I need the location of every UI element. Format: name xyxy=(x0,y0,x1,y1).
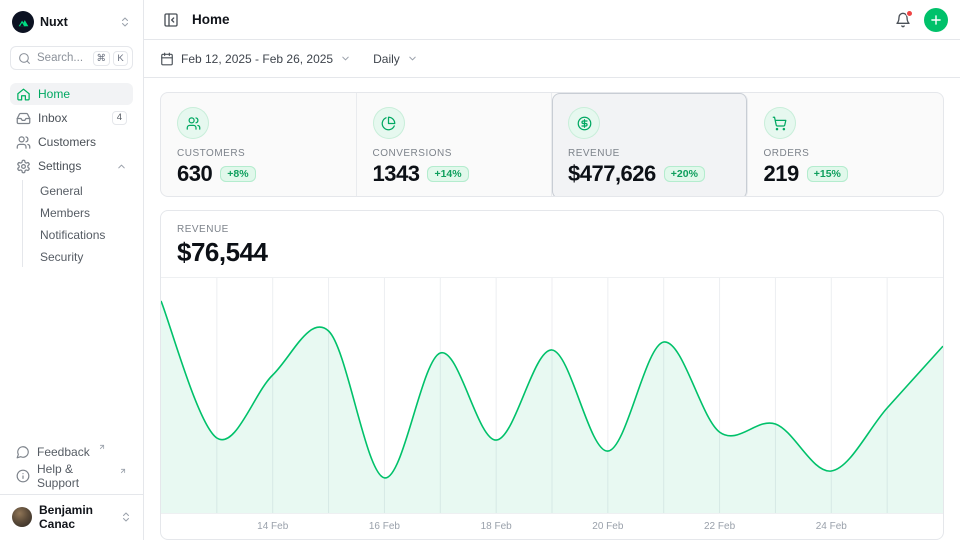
stat-value: 219 xyxy=(764,163,799,185)
chevron-down-icon xyxy=(340,53,351,64)
search-placeholder: Search... xyxy=(37,52,83,64)
sidebar-item-general[interactable]: General xyxy=(36,180,133,201)
chevron-up-icon xyxy=(116,161,127,172)
revenue-area-chart[interactable] xyxy=(161,278,943,513)
stat-label: REVENUE xyxy=(568,148,620,159)
stat-label: ORDERS xyxy=(764,148,810,159)
feedback-link[interactable]: Feedback xyxy=(10,441,133,463)
users-icon xyxy=(16,135,31,150)
page-title: Home xyxy=(192,12,230,27)
shopping-cart-icon xyxy=(764,107,796,139)
stat-delta-badge: +8% xyxy=(220,166,255,183)
date-range-value: Feb 12, 2025 - Feb 26, 2025 xyxy=(181,52,333,66)
sidebar-item-members[interactable]: Members xyxy=(36,202,133,223)
chevrons-up-down-icon xyxy=(120,511,132,523)
stat-value: 1343 xyxy=(373,163,420,185)
main-area: Home Feb 12, 2 xyxy=(144,0,960,540)
chart-x-axis: 14 Feb 16 Feb 18 Feb 20 Feb 22 Feb 24 Feb xyxy=(161,513,943,539)
stat-delta-badge: +14% xyxy=(427,166,468,183)
footer-link-label: Feedback xyxy=(37,445,90,459)
interval-select[interactable]: Daily xyxy=(373,52,418,66)
chart-canvas xyxy=(161,278,943,513)
sidebar-nav: Home Inbox 4 Customers Settings xyxy=(10,83,133,267)
external-link-icon xyxy=(119,467,127,475)
external-link-icon xyxy=(98,443,106,451)
sidebar-item-inbox[interactable]: Inbox 4 xyxy=(10,107,133,129)
dashboard-content: CUSTOMERS 630 +8% CONVERSIONS 1343 +14% xyxy=(144,78,960,540)
gear-icon xyxy=(16,159,31,174)
pie-chart-icon xyxy=(373,107,405,139)
chart-title: REVENUE xyxy=(177,224,927,235)
top-header: Home xyxy=(144,0,960,40)
stat-delta-badge: +15% xyxy=(807,166,848,183)
circle-dollar-icon xyxy=(568,107,600,139)
x-tick-label: 20 Feb xyxy=(592,521,623,532)
chevrons-up-down-icon xyxy=(119,16,131,28)
user-name: Benjamin Canac xyxy=(39,503,113,531)
chevron-down-icon xyxy=(407,53,418,64)
sidebar-footer-links: Feedback Help & Support xyxy=(10,441,133,494)
search-icon xyxy=(18,52,31,65)
sidebar: Nuxt Search... ⌘ K Home xyxy=(0,0,144,540)
avatar xyxy=(12,507,32,527)
settings-subnav: General Members Notifications Security xyxy=(22,180,133,267)
sidebar-item-settings[interactable]: Settings xyxy=(10,155,133,177)
plus-icon xyxy=(929,13,943,27)
stat-card-customers[interactable]: CUSTOMERS 630 +8% xyxy=(161,93,357,197)
user-menu[interactable]: Benjamin Canac xyxy=(0,494,144,540)
inbox-count-badge: 4 xyxy=(112,111,127,125)
sidebar-item-label: Customers xyxy=(38,135,96,149)
info-circle-icon xyxy=(16,469,30,483)
search-shortcut: ⌘ K xyxy=(93,51,129,66)
nuxt-logo-icon xyxy=(12,11,34,33)
panel-left-close-icon xyxy=(163,12,179,28)
workspace-switcher[interactable]: Nuxt xyxy=(10,9,133,33)
users-icon xyxy=(177,107,209,139)
header-actions xyxy=(890,7,948,33)
stat-label: CONVERSIONS xyxy=(373,148,452,159)
x-tick-label: 18 Feb xyxy=(481,521,512,532)
date-range-picker[interactable]: Feb 12, 2025 - Feb 26, 2025 xyxy=(160,52,351,66)
stat-card-revenue[interactable]: REVENUE $477,626 +20% xyxy=(552,93,748,197)
calendar-icon xyxy=(160,52,174,66)
stat-label: CUSTOMERS xyxy=(177,148,245,159)
collapse-sidebar-button[interactable] xyxy=(158,7,184,33)
stat-delta-badge: +20% xyxy=(664,166,705,183)
kbd-key: K xyxy=(113,51,128,66)
stat-value: 630 xyxy=(177,163,212,185)
unread-notification-dot xyxy=(906,10,913,17)
footer-link-label: Help & Support xyxy=(37,462,111,490)
stat-value: $477,626 xyxy=(568,163,656,185)
stat-card-conversions[interactable]: CONVERSIONS 1343 +14% xyxy=(357,93,553,197)
message-circle-icon xyxy=(16,445,30,459)
notifications-button[interactable] xyxy=(890,7,916,33)
chart-total-value: $76,544 xyxy=(177,238,927,267)
sidebar-item-customers[interactable]: Customers xyxy=(10,131,133,153)
search-input[interactable]: Search... ⌘ K xyxy=(10,46,133,70)
sidebar-item-label: Settings xyxy=(38,159,81,173)
inbox-icon xyxy=(16,111,31,126)
revenue-chart-card: REVENUE $76,544 14 Feb 16 Feb 18 Feb 20 Feb… xyxy=(160,210,944,540)
stats-cards: CUSTOMERS 630 +8% CONVERSIONS 1343 +14% xyxy=(160,92,944,197)
home-icon xyxy=(16,87,31,102)
sidebar-item-home[interactable]: Home xyxy=(10,83,133,105)
filters-toolbar: Feb 12, 2025 - Feb 26, 2025 Daily xyxy=(144,40,960,78)
kbd-meta: ⌘ xyxy=(93,51,111,66)
sidebar-item-notifications[interactable]: Notifications xyxy=(36,224,133,245)
x-tick-label: 22 Feb xyxy=(704,521,735,532)
add-button[interactable] xyxy=(924,8,948,32)
x-tick-label: 16 Feb xyxy=(369,521,400,532)
sidebar-item-label: Inbox xyxy=(38,111,67,125)
help-support-link[interactable]: Help & Support xyxy=(10,465,133,487)
chart-header: REVENUE $76,544 xyxy=(161,211,943,278)
dashboard-app: Nuxt Search... ⌘ K Home xyxy=(0,0,960,540)
workspace-name: Nuxt xyxy=(40,15,113,29)
sidebar-item-security[interactable]: Security xyxy=(36,246,133,267)
x-tick-label: 14 Feb xyxy=(257,521,288,532)
x-tick-label: 24 Feb xyxy=(816,521,847,532)
stat-card-orders[interactable]: ORDERS 219 +15% xyxy=(748,93,944,197)
sidebar-spacer xyxy=(10,267,133,441)
sidebar-item-label: Home xyxy=(38,87,70,101)
interval-value: Daily xyxy=(373,52,400,66)
